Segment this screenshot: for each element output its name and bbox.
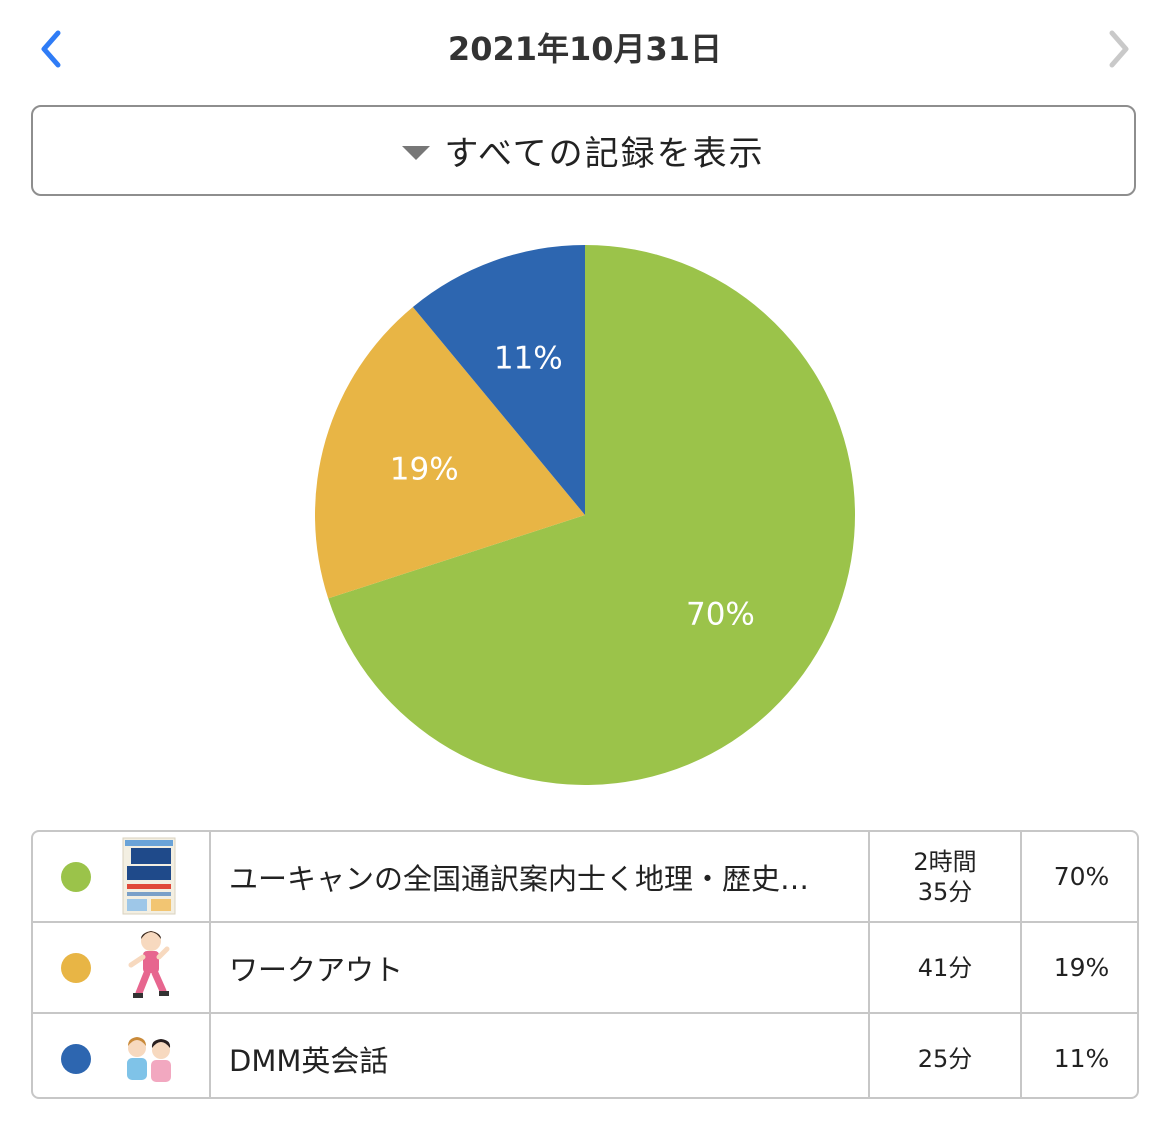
legend-row-time: 25分 bbox=[918, 1044, 973, 1074]
legend-table: ユーキャンの全国通訳案内士く地理・歴史… 2時間 35分 70% bbox=[31, 830, 1139, 1099]
legend-row-percent: 11% bbox=[1020, 1014, 1137, 1097]
legend-color-dot bbox=[61, 953, 91, 983]
filter-label: すべての記録を表示 bbox=[444, 134, 765, 174]
time-line-1: 2時間 bbox=[913, 847, 977, 876]
legend-row[interactable]: ワークアウト 41分 19% bbox=[33, 923, 1137, 1014]
legend-row-name: DMM英会話 bbox=[229, 1043, 389, 1078]
book-cover-icon bbox=[122, 837, 176, 915]
legend-row[interactable]: ユーキャンの全国通訳案内士く地理・歴史… 2時間 35分 70% bbox=[33, 832, 1137, 923]
legend-row-percent: 19% bbox=[1020, 923, 1137, 1012]
legend-row-name: ユーキャンの全国通訳案内士く地理・歴史… bbox=[229, 861, 810, 896]
legend-color-dot bbox=[61, 1044, 91, 1074]
time-line-1: 41分 bbox=[917, 953, 973, 982]
filter-dropdown[interactable]: すべての記録を表示 bbox=[31, 105, 1136, 196]
date-title: 2021年10月31日 bbox=[447, 30, 723, 68]
legend-row-name: ワークアウト bbox=[229, 952, 404, 987]
legend-row-percent: 70% bbox=[1020, 832, 1137, 921]
triangle-down-icon bbox=[402, 145, 431, 160]
legend-row-time: 41分 bbox=[918, 953, 973, 983]
pie-slice bbox=[315, 306, 585, 599]
legend-row-time: 2時間 35分 bbox=[913, 847, 976, 907]
chevron-left-icon bbox=[41, 30, 61, 68]
pie-slice bbox=[412, 245, 585, 515]
chevron-right-icon bbox=[1109, 30, 1129, 68]
workout-person-icon bbox=[128, 931, 170, 998]
next-day-button[interactable] bbox=[1094, 22, 1144, 76]
pie-chart: 70% 19% 11% bbox=[315, 245, 856, 785]
pie-slice-label: 70% bbox=[686, 596, 755, 632]
legend-row[interactable]: DMM英会話 25分 11% bbox=[33, 1014, 1137, 1097]
time-line-1: 25分 bbox=[917, 1044, 973, 1073]
conversation-people-icon bbox=[127, 1037, 171, 1082]
time-line-2: 35分 bbox=[917, 877, 973, 906]
pie-slice bbox=[328, 245, 856, 785]
header: 2021年10月31日 bbox=[0, 0, 1170, 100]
prev-day-button[interactable] bbox=[26, 22, 76, 76]
pie-slice-label: 19% bbox=[390, 451, 459, 487]
pie-slice-label: 11% bbox=[494, 340, 563, 376]
legend-color-dot bbox=[61, 862, 91, 892]
